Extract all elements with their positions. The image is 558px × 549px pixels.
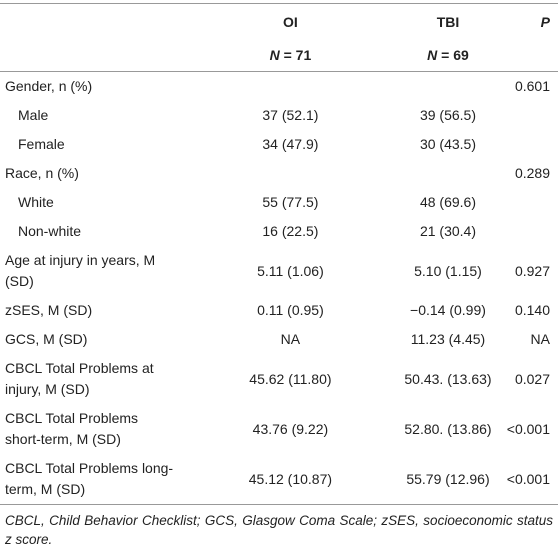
- cell: 0.11 (0.95): [257, 302, 324, 318]
- cell: 0.140: [514, 302, 550, 318]
- cell: NA: [280, 331, 301, 347]
- column-header: OI: [283, 13, 298, 30]
- cell: [507, 130, 558, 159]
- row-label: Female: [18, 136, 65, 152]
- table-row: CBCL Total Problems long-term, M (SD) 45.…: [0, 454, 558, 505]
- cell: [507, 188, 558, 217]
- cell: [349, 159, 507, 188]
- table-row: Age at injury in years, M (SD) 5.11 (1.06…: [0, 246, 558, 296]
- cell: −0.14 (0.99): [410, 302, 486, 318]
- table-row: Male 37 (52.1) 39 (56.5): [0, 101, 558, 130]
- cell: [177, 72, 350, 102]
- cell: 45.62 (11.80): [249, 370, 332, 387]
- cell: 30 (43.5): [419, 136, 476, 152]
- cell: NA: [530, 331, 550, 347]
- table-row: GCS, M (SD) NA 11.23 (4.45) NA: [0, 325, 558, 354]
- cell: 0.601: [514, 78, 550, 94]
- column-header: TBI: [436, 13, 460, 30]
- cell: 11.23 (4.45): [410, 331, 486, 347]
- row-label: CBCL Total Problems at injury, M (SD): [5, 360, 154, 397]
- cell: [507, 101, 558, 130]
- cell: 52.80. (13.86): [404, 420, 492, 437]
- row-label: CBCL Total Problems long-term, M (SD): [5, 460, 174, 497]
- row-label: GCS, M (SD): [5, 331, 88, 347]
- cell: [177, 159, 350, 188]
- n-count: N = 69: [349, 40, 507, 72]
- table-row: CBCL Total Problems short-term, M (SD) 43…: [0, 404, 558, 454]
- cell: 45.12 (10.87): [248, 470, 333, 487]
- cell: 55 (77.5): [262, 194, 319, 210]
- table: OI TBI P N = 71 N = 69 Gender, n (%) 0.60…: [0, 3, 558, 505]
- row-label: zSES, M (SD): [5, 302, 93, 318]
- row-label: Non-white: [18, 223, 82, 239]
- footnote: CBCL, Child Behavior Checklist; GCS, Gla…: [5, 513, 553, 547]
- table-row: CBCL Total Problems at injury, M (SD) 45.…: [0, 354, 558, 404]
- table-header: OI TBI P N = 71 N = 69: [0, 3, 558, 72]
- cell: 0.927: [514, 262, 550, 279]
- cell: 34 (47.9): [262, 136, 319, 152]
- row-label: White: [18, 194, 54, 210]
- table-row: White 55 (77.5) 48 (69.6): [0, 188, 558, 217]
- n-count: N = 71: [177, 40, 350, 72]
- table-body: Gender, n (%) 0.601 Male 37 (52.1) 39 (56.5)…: [0, 72, 558, 505]
- cell: 50.43. (13.63): [404, 370, 492, 387]
- n-value: = 71: [283, 47, 312, 64]
- table-row: Race, n (%) 0.289: [0, 159, 558, 188]
- cell: 21 (30.4): [419, 223, 476, 239]
- cell: 48 (69.6): [419, 194, 476, 210]
- row-label: Race, n (%): [5, 165, 79, 181]
- cell: 0.289: [514, 165, 550, 181]
- table-row: Female 34 (47.9) 30 (43.5): [0, 130, 558, 159]
- cell: 16 (22.5): [262, 223, 319, 239]
- cell: <0.001: [506, 470, 550, 487]
- n-symbol: N: [269, 47, 280, 64]
- header-empty: [0, 4, 177, 40]
- table-row: Gender, n (%) 0.601: [0, 72, 558, 102]
- cell: <0.001: [506, 420, 550, 437]
- row-label: Male: [18, 107, 49, 123]
- n-value: = 69: [441, 47, 469, 64]
- cell: 5.10 (1.15): [414, 262, 482, 279]
- cell: 43.76 (9.22): [252, 420, 329, 437]
- cell: 55.79 (12.96): [406, 470, 490, 487]
- cell: 39 (56.5): [419, 107, 476, 123]
- cell: [507, 217, 558, 246]
- column-header: P: [540, 13, 550, 30]
- row-label: Gender, n (%): [5, 78, 93, 94]
- row-label: CBCL Total Problems short-term, M (SD): [5, 410, 139, 447]
- table-row: zSES, M (SD) 0.11 (0.95) −0.14 (0.99) 0.140: [0, 296, 558, 325]
- table-row: Non-white 16 (22.5) 21 (30.4): [0, 217, 558, 246]
- page: OI TBI P N = 71 N = 69 Gender, n (%) 0.60…: [0, 3, 558, 547]
- cell: 5.11 (1.06): [257, 262, 324, 279]
- cell: 0.027: [514, 370, 550, 387]
- row-label: Age at injury in years, M (SD): [5, 252, 156, 289]
- cell: 37 (52.1): [262, 107, 319, 123]
- cell: [349, 72, 507, 102]
- n-symbol: N: [427, 47, 438, 64]
